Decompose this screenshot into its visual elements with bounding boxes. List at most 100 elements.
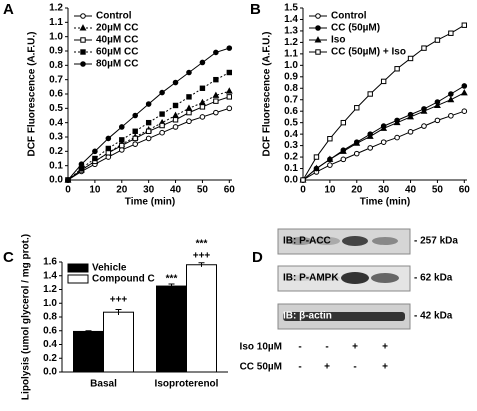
y-axis-label: DCF Fluorescence (A.F.U.) xyxy=(27,31,38,156)
legend-marker xyxy=(80,49,86,55)
marker xyxy=(367,145,374,151)
y-tick-label: 0.3 xyxy=(284,140,298,151)
marker xyxy=(327,136,333,142)
marker xyxy=(198,98,206,106)
marker xyxy=(213,49,219,56)
marker xyxy=(434,117,441,124)
y-tick-label: 0.8 xyxy=(284,83,298,94)
marker xyxy=(172,111,179,118)
band xyxy=(372,237,398,245)
y-tick-label: 0.0 xyxy=(284,175,298,186)
marker xyxy=(172,79,179,86)
band xyxy=(287,237,313,245)
marker xyxy=(186,109,192,116)
legend-marker xyxy=(315,25,321,31)
series-line xyxy=(67,107,230,181)
y-axis-label: Lipolysis (umol glycerol / mg prot.) xyxy=(21,234,32,400)
y-tick-label: 0.9 xyxy=(49,46,63,57)
sign: - xyxy=(325,342,328,353)
marker xyxy=(447,95,455,103)
y-tick-label: 0.7 xyxy=(49,74,63,85)
x-tick-label: 10 xyxy=(89,185,101,196)
band xyxy=(342,236,368,246)
sign: - xyxy=(298,342,301,353)
annotation: +++ xyxy=(110,295,128,306)
marker xyxy=(407,113,414,120)
band xyxy=(371,273,399,283)
legend-label: Control xyxy=(331,11,367,22)
y-tick-label: 0.0 xyxy=(43,367,57,378)
y-tick-label: 1.5 xyxy=(284,3,298,14)
marker xyxy=(226,69,233,76)
marker xyxy=(145,101,152,107)
marker xyxy=(159,111,165,117)
marker xyxy=(132,141,139,147)
marker xyxy=(327,162,333,168)
marker xyxy=(92,155,98,162)
marker xyxy=(105,150,112,156)
annotation: +++ xyxy=(193,251,211,262)
band xyxy=(287,275,313,281)
legend-label: CC (50µM) + Iso xyxy=(331,47,406,58)
y-tick-label: 0.0 xyxy=(49,175,63,186)
x-tick-label: 30 xyxy=(378,185,390,196)
y-tick-label: 1.4 xyxy=(43,270,57,281)
antibody-label: IB: P-AMPK xyxy=(283,273,339,284)
y-tick-label: 1.0 xyxy=(49,31,63,42)
y-tick-label: 1.2 xyxy=(49,3,63,14)
y-tick-label: 0.8 xyxy=(43,312,57,323)
marker xyxy=(159,129,165,136)
legend-label: 20µM CC xyxy=(96,23,138,34)
marker xyxy=(380,139,387,145)
band xyxy=(314,275,340,281)
marker xyxy=(119,142,125,149)
marker xyxy=(213,76,219,83)
y-tick-label: 0.2 xyxy=(43,353,57,364)
marker xyxy=(393,118,401,126)
marker xyxy=(367,91,373,97)
marker xyxy=(199,114,206,120)
marker xyxy=(159,122,165,129)
legend-marker xyxy=(314,36,322,43)
marker xyxy=(226,45,233,51)
y-tick-label: 1.1 xyxy=(49,17,63,28)
x-tick-label: 50 xyxy=(432,185,444,196)
x-tick-label: 40 xyxy=(405,185,417,196)
treatment-label: CC 50µM xyxy=(240,362,282,373)
size-label: - 42 kDa xyxy=(414,311,453,322)
marker xyxy=(380,78,387,85)
marker xyxy=(145,135,152,142)
marker xyxy=(65,177,71,183)
marker xyxy=(199,104,206,110)
y-tick-label: 1.3 xyxy=(284,26,298,37)
marker xyxy=(92,148,98,155)
marker xyxy=(340,119,347,126)
legend-label: Control xyxy=(96,11,132,22)
y-tick-label: 0.6 xyxy=(43,325,57,336)
y-tick-label: 0.2 xyxy=(284,152,298,163)
panel-letter: D xyxy=(252,249,263,266)
y-tick-label: 0.4 xyxy=(284,129,298,140)
marker xyxy=(105,145,112,152)
marker xyxy=(353,139,361,146)
y-tick-label: 0.5 xyxy=(284,117,298,128)
marker xyxy=(132,112,139,119)
x-tick-label: Basal xyxy=(90,379,117,390)
marker xyxy=(461,108,468,114)
marker xyxy=(78,161,85,168)
marker xyxy=(353,150,360,157)
marker xyxy=(185,104,193,111)
x-tick-label: 40 xyxy=(170,185,182,196)
marker xyxy=(421,123,427,129)
marker xyxy=(407,129,414,135)
marker xyxy=(145,119,152,126)
x-tick-label: 50 xyxy=(197,185,209,196)
marker xyxy=(159,89,165,96)
sign: + xyxy=(382,342,388,353)
legend-marker xyxy=(79,24,87,31)
legend-label: Iso xyxy=(331,35,345,46)
x-tick-label: 10 xyxy=(324,185,336,196)
marker xyxy=(172,117,179,123)
bar xyxy=(73,330,104,373)
series-line xyxy=(302,110,465,181)
